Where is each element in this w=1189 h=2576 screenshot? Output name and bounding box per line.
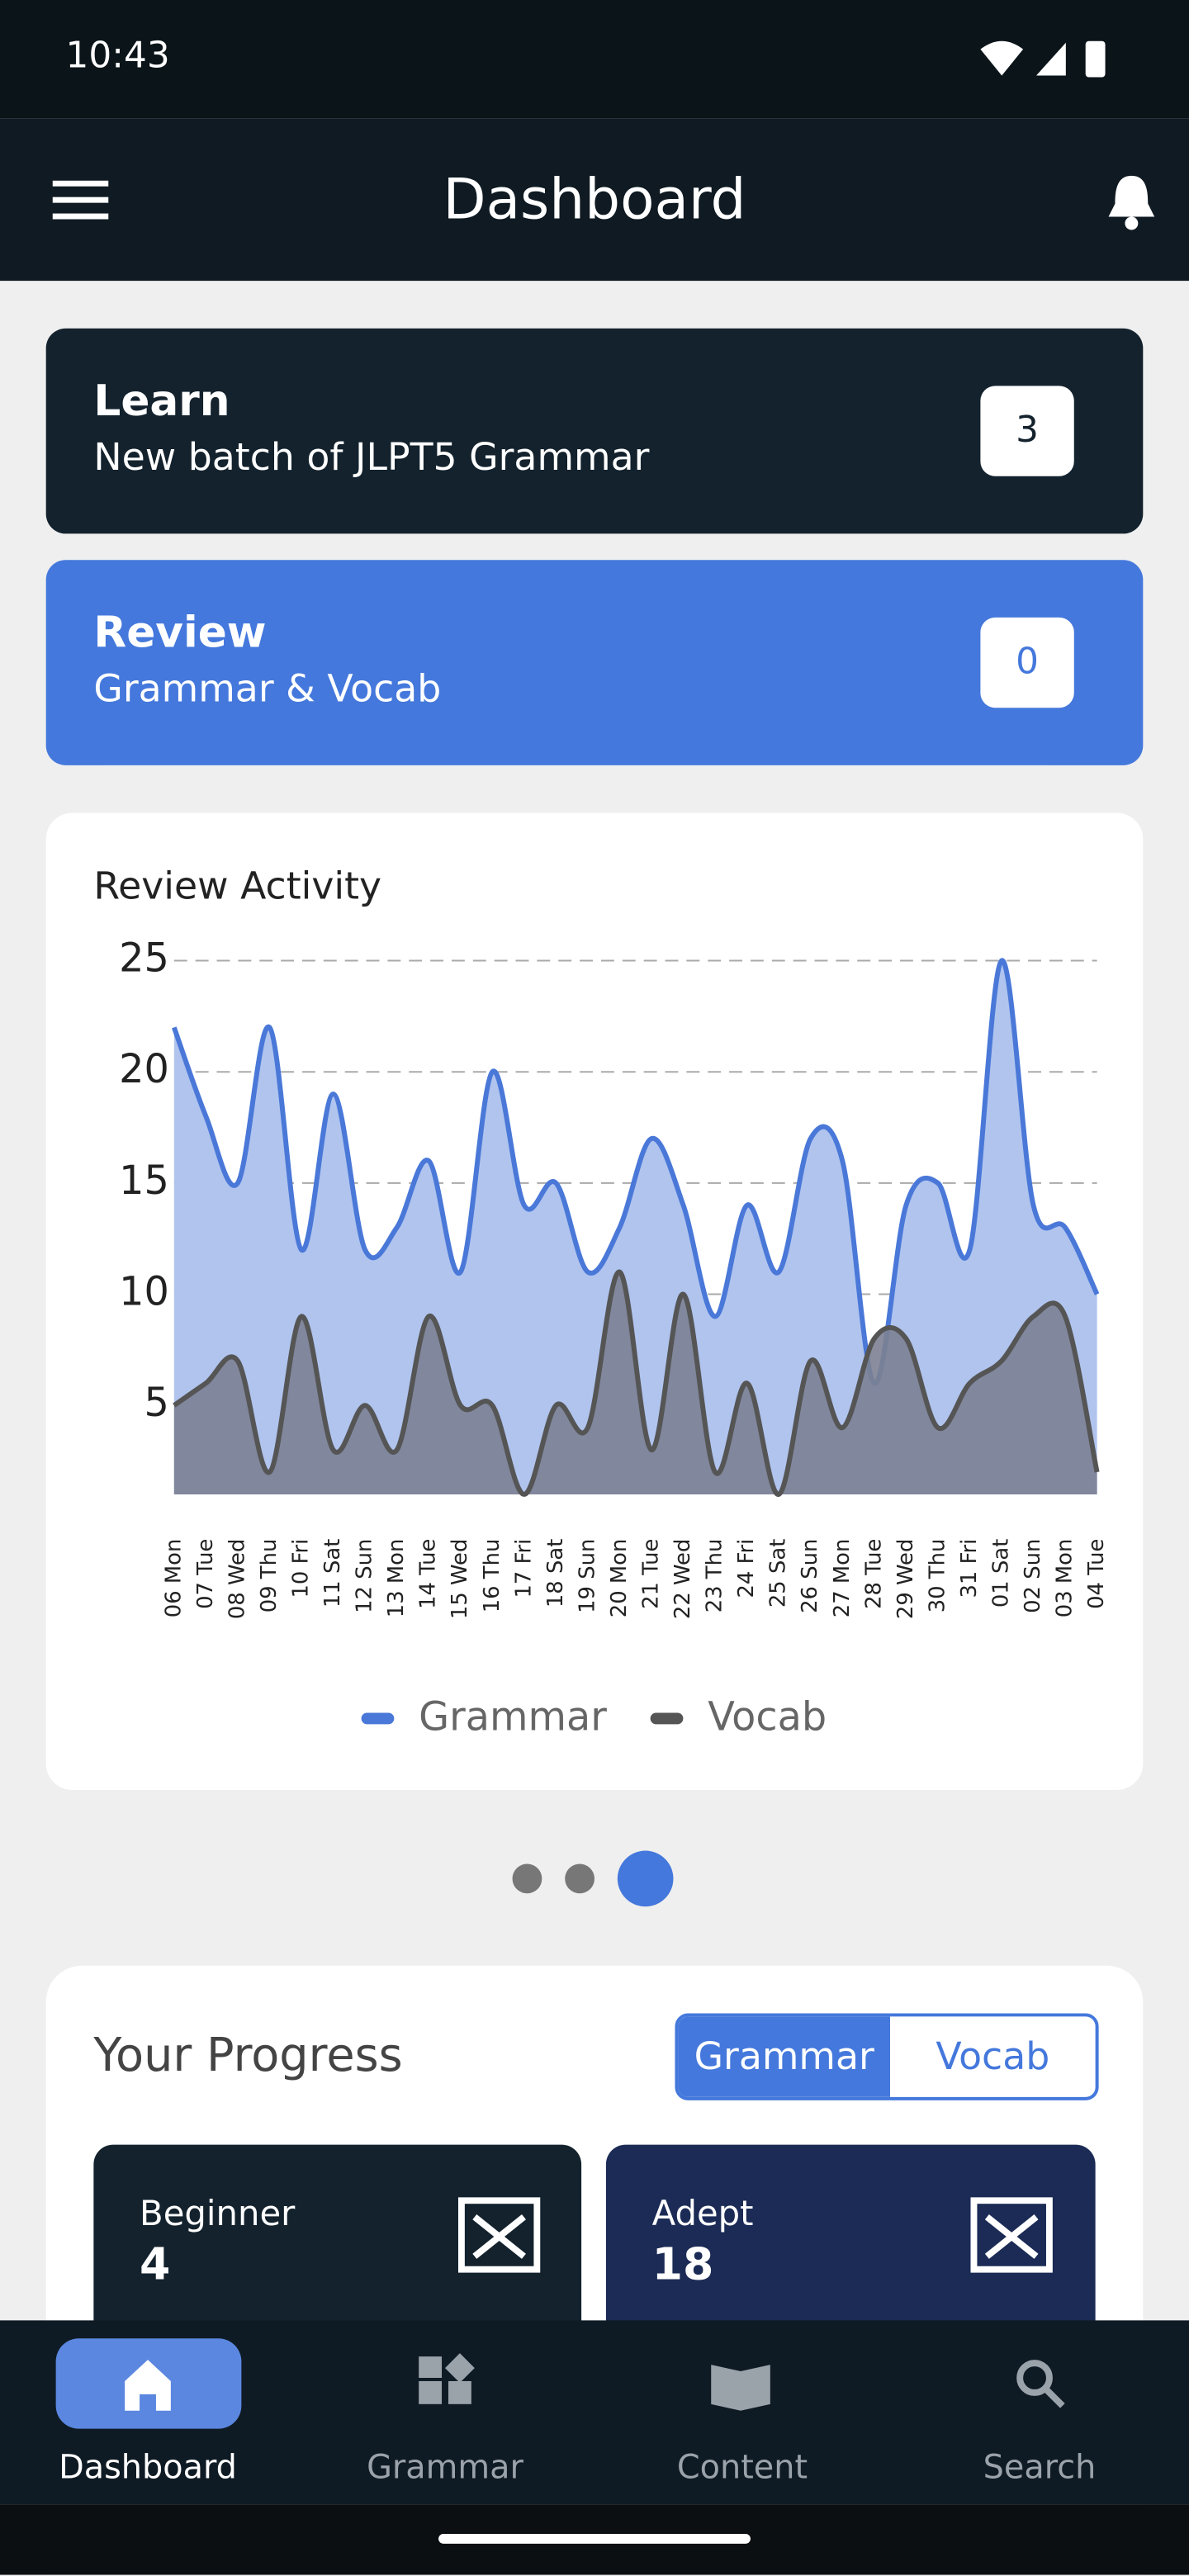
x-tick-label: 04 Tue: [1084, 1539, 1109, 1609]
y-tick-label: 5: [144, 1380, 168, 1426]
x-tick-label: 24 Fri: [734, 1539, 759, 1598]
chart: Review Activity 5 10 15 20 25 06 Mon 07 Tue 08 …: [93, 864, 1109, 1740]
x-tick-label: 06 Mon: [161, 1539, 186, 1618]
learn-card[interactable]: Learn New batch of JLPT5 Grammar 3: [45, 328, 1144, 534]
pager-dot[interactable]: [512, 1863, 542, 1894]
x-tick-label: 23 Thu: [703, 1539, 727, 1613]
x-tick-label: 25 Sat: [766, 1539, 791, 1608]
x-tick-label: 03 Mon: [1053, 1539, 1078, 1618]
toggle-option[interactable]: Grammar: [678, 2016, 891, 2097]
level-count: 18: [651, 2239, 714, 2291]
y-tick-label: 10: [119, 1270, 169, 1315]
x-tick-label: 27 Mon: [830, 1539, 855, 1618]
level-card[interactable]: Beginner 4: [93, 2144, 582, 2342]
x-tick-label: 13 Mon: [384, 1539, 409, 1618]
card-title: Learn: [93, 377, 230, 428]
status-icons: [980, 40, 1106, 78]
area: [173, 1271, 1097, 1495]
x-tick-label: 17 Fri: [511, 1539, 536, 1598]
x-tick-label: 18 Sat: [543, 1539, 568, 1608]
x-tick-label: 31 Fri: [957, 1539, 982, 1598]
app-bar: [0, 118, 1189, 282]
toggle-option[interactable]: Vocab: [936, 2035, 1050, 2079]
x-tick-label: 22 Wed: [670, 1539, 695, 1619]
x-tick-label: 09 Thu: [257, 1539, 282, 1613]
level-name: Beginner: [140, 2194, 296, 2233]
nav-item[interactable]: Grammar: [367, 2446, 523, 2487]
level-card[interactable]: Adept 18: [605, 2144, 1096, 2342]
x-tick-label: 30 Thu: [925, 1539, 950, 1613]
x-tick-label: 08 Wed: [225, 1539, 249, 1619]
pager-dot[interactable]: [565, 1863, 594, 1894]
card-count: 3: [980, 386, 1074, 476]
nav-item[interactable]: Search: [983, 2446, 1097, 2487]
level-name: Adept: [651, 2194, 754, 2233]
card-subtitle: Grammar & Vocab: [93, 668, 442, 712]
x-tick-label: 15 Wed: [448, 1539, 472, 1619]
x-tick-label: 11 Sat: [320, 1539, 345, 1608]
menu-button[interactable]: [52, 178, 112, 224]
x-tick-label: 10 Fri: [289, 1539, 314, 1598]
line: [173, 1269, 1100, 1497]
x-tick-label: 16 Thu: [480, 1539, 504, 1613]
level-icon: [970, 2197, 1053, 2273]
level-icon: [457, 2197, 541, 2273]
x-tick-label: 28 Tue: [861, 1539, 886, 1609]
toggle: Grammar Vocab: [675, 2013, 1099, 2100]
nav-icons: [125, 2353, 1065, 2411]
x-tick-label: 26 Sun: [798, 1539, 822, 1613]
x-tick-label: 29 Wed: [893, 1539, 918, 1619]
legend-label: Grammar: [419, 1694, 607, 1740]
notifications-button[interactable]: [1104, 171, 1160, 234]
review-card[interactable]: Review Grammar & Vocab 0: [45, 560, 1144, 765]
x-tick-label: 14 Tue: [416, 1539, 441, 1609]
x-tick-label: 01 Sat: [988, 1539, 1013, 1608]
chart-title: Review Activity: [93, 864, 381, 908]
y-tick-label: 20: [119, 1047, 169, 1092]
line: [172, 958, 1100, 1386]
time: 10:43: [65, 36, 170, 78]
nav-item[interactable]: Dashboard: [59, 2446, 237, 2487]
pager-dot[interactable]: [617, 1850, 674, 1907]
nav-item[interactable]: Content: [676, 2446, 808, 2487]
x-tick-label: 12 Sun: [353, 1539, 377, 1613]
level-count: 4: [140, 2239, 171, 2291]
card-subtitle: New batch of JLPT5 Grammar: [93, 437, 650, 480]
x-tick-label: 02 Sun: [1021, 1539, 1045, 1613]
legend-label: Vocab: [708, 1694, 827, 1740]
x-tick-label: 20 Mon: [607, 1539, 632, 1618]
card-count: 0: [980, 617, 1074, 708]
y-tick-label: 25: [119, 936, 169, 982]
home-indicator: [438, 2533, 751, 2544]
card-title: Review: [93, 608, 267, 659]
x-tick-label: 19 Sun: [575, 1539, 599, 1613]
legend-swatch: [650, 1712, 684, 1725]
progress-title: Your Progress: [93, 2028, 403, 2082]
x-tick-label: 21 Tue: [638, 1539, 663, 1609]
y-tick-label: 15: [119, 1158, 169, 1204]
x-tick-label: 07 Tue: [193, 1539, 218, 1609]
legend-swatch: [361, 1712, 395, 1725]
header-title: Dashboard: [443, 167, 746, 234]
